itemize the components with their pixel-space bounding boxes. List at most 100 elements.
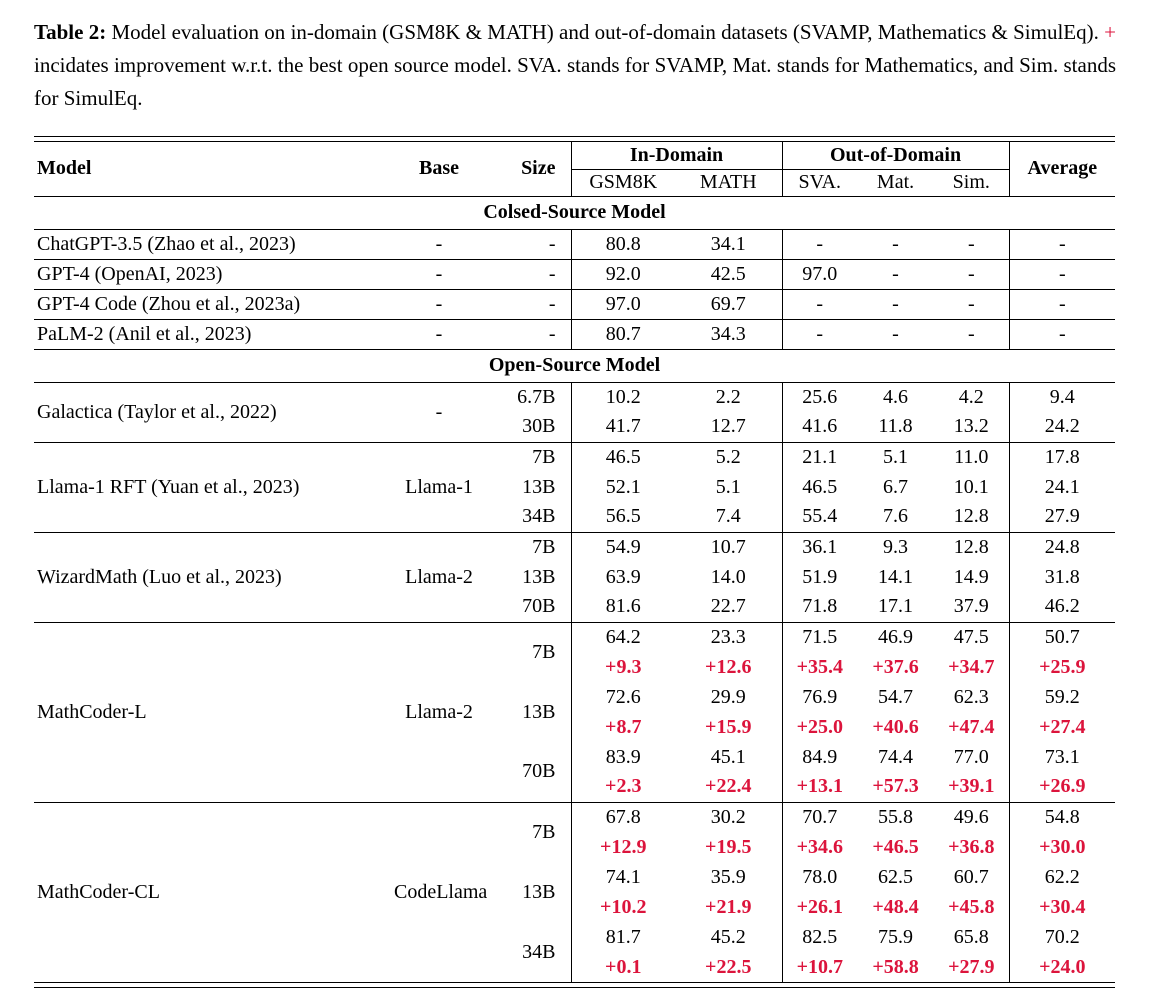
value-cell: 80.7 bbox=[570, 318, 675, 349]
data-row: Llama-1 RFT (Yuan et al., 2023) Llama-1 7B… bbox=[34, 441, 1116, 532]
data-row: 70B 83.9 45.1 84.9 74.4 77.0 73.1 bbox=[34, 742, 1116, 782]
value-cell: - bbox=[934, 288, 1010, 319]
size-cell: 6.7B bbox=[489, 381, 571, 412]
value-cell: 12.7 bbox=[710, 415, 746, 438]
size-cell: 13B bbox=[522, 880, 556, 903]
value-cell: 84.9 bbox=[781, 742, 858, 772]
value-cell: 36.1 bbox=[781, 531, 858, 562]
section-title: Colsed-Source Model bbox=[34, 195, 1116, 230]
delta-cell: +48.4 bbox=[872, 895, 919, 918]
delta-cell: +58.8 bbox=[872, 955, 919, 978]
value-cell: - bbox=[934, 228, 1010, 259]
value-cell: 46.5 bbox=[570, 441, 675, 472]
header-row-groups: Model Base Size In-Domain Out-of-Domain … bbox=[34, 142, 1116, 196]
value-cell: 78.0 bbox=[781, 862, 858, 892]
value-cell: 65.8 bbox=[953, 925, 989, 948]
value-cell: 34.3 bbox=[675, 318, 783, 349]
value-cell: 12.8 bbox=[934, 531, 1010, 562]
value-cell: 14.0 bbox=[710, 565, 746, 588]
value-cell: 11.0 bbox=[934, 441, 1010, 472]
delta-cell: +12.9 bbox=[570, 832, 675, 862]
delta-row: +9.3 +12.6 +35.4 +37.6 +34.7 +25.9 bbox=[34, 652, 1116, 682]
base-cell: - bbox=[389, 258, 489, 289]
model-cell: GPT-4 (OpenAI, 2023) bbox=[34, 258, 389, 289]
model-cell: WizardMath (Luo et al., 2023) bbox=[34, 531, 389, 622]
delta-cell: +12.6 bbox=[705, 655, 752, 678]
value-cell: - bbox=[781, 288, 858, 319]
value-cell: 67.8 bbox=[570, 801, 675, 832]
col-group-in-domain: In-Domain bbox=[570, 142, 783, 170]
value-cell: 6.7 bbox=[883, 475, 909, 498]
data-row: GPT-4 Code (Zhou et al., 2023a) - -97.0 69.… bbox=[34, 288, 1116, 319]
value-cell: 24.8 bbox=[1008, 531, 1116, 562]
value-cell: - bbox=[857, 288, 935, 319]
base-cell: - bbox=[389, 288, 489, 319]
data-row: GPT-4 (OpenAI, 2023) - -92.0 42.5 97.0- - - bbox=[34, 258, 1116, 289]
size-cell: 70B bbox=[522, 760, 556, 783]
value-cell: 30.2 bbox=[675, 801, 783, 832]
value-cell: 51.9 bbox=[781, 562, 858, 592]
value-cell: 17.1 bbox=[878, 595, 914, 618]
col-header-simuleq: Sim. bbox=[952, 171, 990, 193]
delta-cell: +46.5 bbox=[872, 835, 919, 858]
value-cell: 11.8 bbox=[878, 415, 913, 438]
size-cell: - bbox=[489, 228, 571, 259]
data-row: 13B 63.9 14.0 51.9 14.1 14.9 31.8 bbox=[34, 562, 1116, 592]
value-cell: 7.4 bbox=[715, 505, 741, 528]
value-cell: 54.7 bbox=[878, 685, 914, 708]
col-header-model: Model bbox=[37, 157, 92, 180]
model-cell: Galactica (Taylor et al., 2022) bbox=[34, 381, 389, 442]
value-cell: 97.0 bbox=[570, 288, 675, 319]
value-cell: 74.4 bbox=[878, 745, 914, 768]
delta-cell: +2.3 bbox=[570, 772, 675, 802]
col-header-average: Average bbox=[1008, 142, 1116, 196]
delta-cell: +45.8 bbox=[948, 895, 995, 918]
delta-cell: +26.9 bbox=[1008, 772, 1116, 802]
value-cell: 23.3 bbox=[675, 621, 783, 652]
table-body: Colsed-Source Model ChatGPT-3.5 (Zhao et … bbox=[34, 195, 1116, 982]
value-cell: 25.6 bbox=[781, 381, 858, 412]
size-cell: 13B bbox=[522, 565, 556, 588]
value-cell: 10.7 bbox=[675, 531, 783, 562]
value-cell: 12.8 bbox=[953, 505, 989, 528]
value-cell: - bbox=[1008, 228, 1116, 259]
size-cell: 70B bbox=[522, 595, 556, 618]
size-cell: 34B bbox=[522, 505, 556, 528]
delta-cell: +0.1 bbox=[570, 952, 675, 982]
value-cell: 37.9 bbox=[953, 595, 989, 618]
section-title: Open-Source Model bbox=[34, 348, 1116, 383]
col-header-base: Base bbox=[419, 157, 459, 180]
value-cell: 21.1 bbox=[781, 441, 858, 472]
value-cell: 24.1 bbox=[1008, 472, 1116, 502]
value-cell: - bbox=[1008, 288, 1116, 319]
value-cell: 55.4 bbox=[781, 502, 858, 532]
value-cell: 2.2 bbox=[675, 381, 783, 412]
data-row: 34B 56.5 7.4 55.4 7.6 12.8 27.9 bbox=[34, 502, 1116, 532]
delta-cell: +47.4 bbox=[948, 715, 995, 738]
size-cell: 7B bbox=[489, 621, 571, 682]
value-cell: 42.5 bbox=[675, 258, 783, 289]
data-row: 30B 41.7 12.7 41.6 11.8 13.2 24.2 bbox=[34, 412, 1116, 442]
table-caption: Table 2: Model evaluation on in-domain (… bbox=[34, 16, 1116, 115]
delta-cell: +15.9 bbox=[705, 715, 752, 738]
value-cell: 92.0 bbox=[570, 258, 675, 289]
value-cell: 17.8 bbox=[1008, 441, 1116, 472]
delta-cell: +22.5 bbox=[705, 955, 752, 978]
value-cell: 45.1 bbox=[710, 745, 746, 768]
value-cell: - bbox=[781, 228, 858, 259]
caption-label: Table 2: bbox=[34, 20, 107, 44]
delta-cell: +21.9 bbox=[705, 895, 752, 918]
value-cell: 54.9 bbox=[570, 531, 675, 562]
value-cell: 71.5 bbox=[781, 621, 858, 652]
value-cell: 31.8 bbox=[1008, 562, 1116, 592]
value-cell: 27.9 bbox=[1008, 502, 1116, 532]
delta-cell: +22.4 bbox=[705, 775, 752, 798]
size-cell: 13B bbox=[522, 475, 556, 498]
delta-cell: +19.5 bbox=[705, 835, 752, 858]
delta-cell: +30.4 bbox=[1008, 892, 1116, 922]
delta-row: +10.2 +21.9 +26.1 +48.4 +45.8 +30.4 bbox=[34, 892, 1116, 922]
delta-cell: +13.1 bbox=[781, 772, 858, 802]
value-cell: 10.2 bbox=[570, 381, 675, 412]
value-cell: 45.2 bbox=[710, 925, 746, 948]
